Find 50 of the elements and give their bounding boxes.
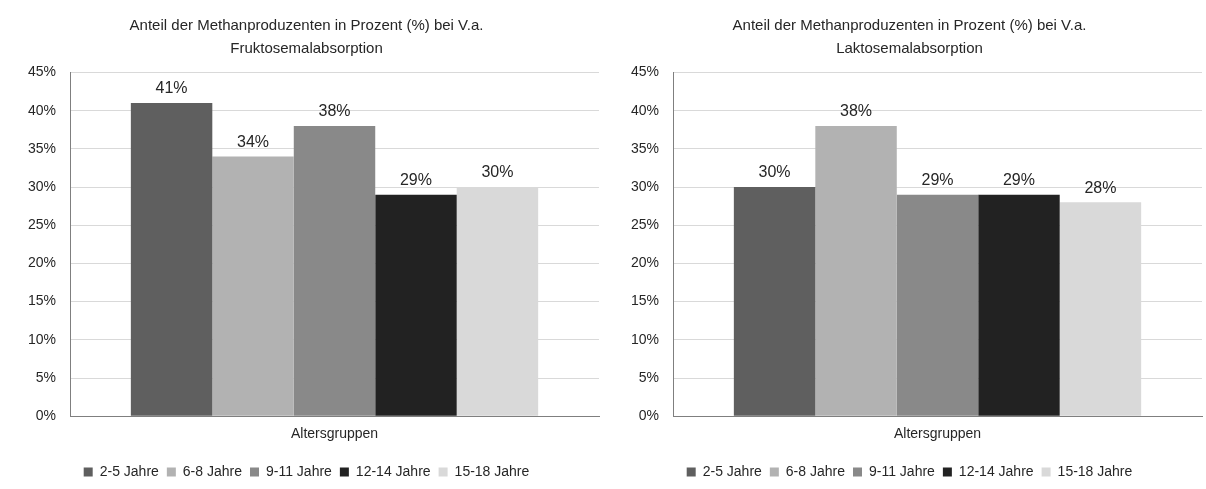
legend-label: 9-11 Jahre (868, 462, 936, 479)
legend-label: 12-14 Jahre (958, 462, 1034, 479)
bar (815, 125, 897, 416)
bar (212, 156, 294, 416)
y-tick-label: 10% (630, 330, 660, 347)
legend-label: 9-11 Jahre (265, 462, 333, 479)
x-axis-title: Altersgruppen (290, 425, 379, 442)
legend-label: 15-18 Jahre (1057, 462, 1133, 479)
y-tick-label: 35% (630, 139, 660, 156)
data-label: 38% (840, 102, 873, 120)
bar (130, 103, 213, 416)
data-label: 30% (758, 163, 791, 181)
y-tick-label: 10% (27, 330, 57, 347)
y-tick-label: 45% (27, 63, 57, 80)
bar (375, 194, 457, 416)
data-label: 34% (237, 132, 270, 150)
data-label: 29% (921, 171, 954, 189)
y-tick-label: 30% (27, 177, 57, 194)
y-tick-label: 0% (35, 407, 57, 424)
y-tick-label: 45% (630, 63, 660, 80)
y-tick-label: 5% (638, 368, 660, 385)
data-label: 41% (155, 79, 188, 97)
chart-title: Anteil der Methanproduzenten in Prozent (%) bei V.a. Laktosemalabsorption (732, 15, 1087, 57)
data-label: 30% (481, 163, 514, 181)
data-label: 38% (318, 102, 351, 120)
legend-label: 12-14 Jahre (355, 462, 431, 479)
y-tick-label: 20% (27, 254, 57, 271)
legend-label: 2-5 Jahre (702, 462, 763, 479)
data-label: 28% (1084, 178, 1117, 196)
y-tick-label: 20% (630, 254, 660, 271)
y-tick-label: 25% (630, 216, 660, 233)
y-tick-label: 25% (27, 216, 57, 233)
chart-title: Anteil der Methanproduzenten in Prozent (%) bei V.a. Fruktosemalabsorption (129, 15, 484, 57)
y-tick-label: 15% (630, 292, 660, 309)
y-tick-label: 30% (630, 177, 660, 194)
data-label: 29% (399, 171, 432, 189)
y-tick-label: 15% (27, 292, 57, 309)
legend-label: 15-18 Jahre (454, 462, 530, 479)
legend-label: 6-8 Jahre (785, 462, 846, 479)
y-tick-label: 35% (27, 139, 57, 156)
legend-label: 2-5 Jahre (99, 462, 160, 479)
y-tick-label: 40% (630, 101, 660, 118)
data-label: 29% (1002, 171, 1035, 189)
legend-label: 6-8 Jahre (182, 462, 243, 479)
y-tick-label: 0% (638, 407, 660, 424)
x-axis-title: Altersgruppen (893, 425, 982, 442)
bar (733, 187, 816, 416)
bar (978, 194, 1060, 416)
y-tick-label: 40% (27, 101, 57, 118)
y-tick-label: 5% (35, 368, 57, 385)
